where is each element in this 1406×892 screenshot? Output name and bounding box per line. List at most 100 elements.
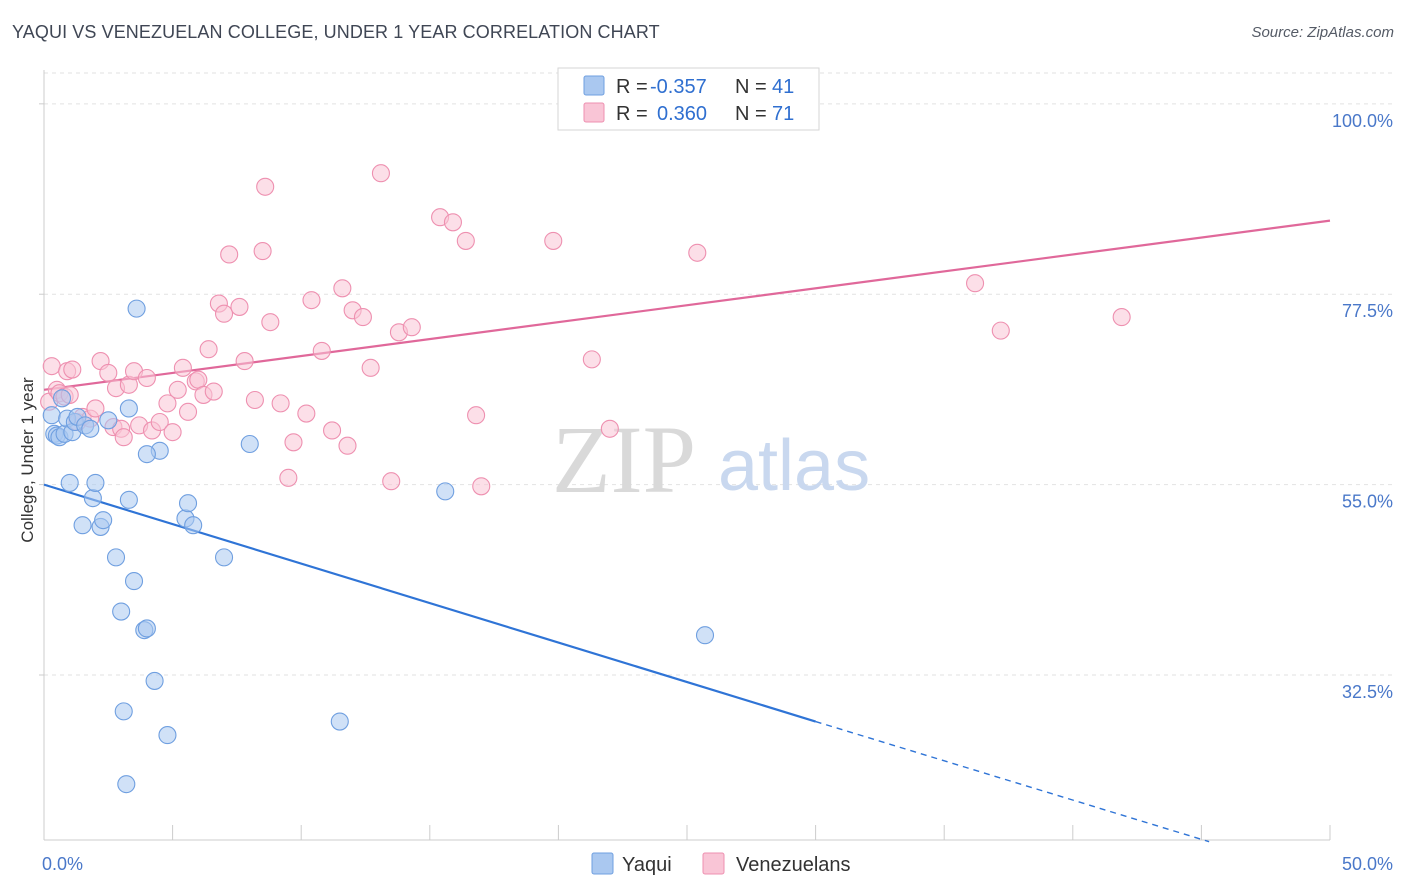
y-tick-label: 55.0% xyxy=(1342,492,1393,512)
venezuelans-point xyxy=(245,390,264,410)
yaqui-point xyxy=(184,516,203,535)
venezuelans-point xyxy=(966,274,985,293)
venezuelans-point xyxy=(688,243,707,262)
venezuelans-point xyxy=(137,368,156,388)
yaqui-point xyxy=(124,572,144,591)
yaqui-point xyxy=(240,434,259,454)
yaqui-point xyxy=(60,473,79,492)
venezuelans-point xyxy=(199,340,218,359)
venezuelans-point xyxy=(302,291,321,310)
yaqui-point xyxy=(214,548,234,567)
yaqui-point xyxy=(114,702,133,721)
venezuelans-point xyxy=(284,433,303,452)
venezuelans-point xyxy=(353,308,372,327)
venezuelans-point xyxy=(178,402,198,421)
venezuelans-point xyxy=(456,231,475,250)
chart-source: Source: ZipAtlas.com xyxy=(1251,24,1394,41)
venezuelans-point xyxy=(333,279,352,298)
yaqui-point xyxy=(158,726,177,745)
yaqui-point xyxy=(99,411,118,430)
venezuelans-point xyxy=(361,358,380,377)
stats-legend: R = -0.357 N = 41 R = 0.360 N = 71 xyxy=(557,67,820,131)
venezuelans-point xyxy=(467,406,486,425)
venezuelans-point xyxy=(1112,308,1131,327)
x-tick-label: 0.0% xyxy=(42,854,83,874)
legend-n-value-venezuelans: 71 xyxy=(772,103,794,125)
bottom-legend-label-yaqui: Yaqui xyxy=(622,854,672,876)
legend-swatch-yaqui xyxy=(583,75,605,96)
bottom-legend-label-venezuelans: Venezuelans xyxy=(736,854,851,876)
venezuelans-point xyxy=(297,404,316,423)
venezuelans-point xyxy=(150,412,169,432)
x-tick-label: 50.0% xyxy=(1342,854,1393,874)
legend-n-label-yaqui: N = xyxy=(735,76,767,98)
gridlines xyxy=(44,72,1392,676)
legend-swatch-venezuelans xyxy=(583,102,605,123)
yaqui-point xyxy=(145,671,164,690)
bottom-legend-swatch-yaqui xyxy=(591,852,614,875)
yaqui-point xyxy=(117,775,136,794)
venezuelans-point xyxy=(582,350,601,369)
trend-line-yaqui xyxy=(43,483,816,723)
yaqui-point xyxy=(137,619,156,638)
venezuelans-point xyxy=(42,357,61,376)
legend-r-label-venezuelans: R = xyxy=(616,103,648,125)
yaqui-point xyxy=(119,399,138,418)
yaqui-point xyxy=(178,494,198,513)
venezuelans-point xyxy=(235,352,254,371)
legend-n-value-yaqui: 41 xyxy=(772,76,794,98)
data-points xyxy=(40,164,1131,794)
chart-title: YAQUI VS VENEZUELAN COLLEGE, UNDER 1 YEA… xyxy=(12,22,660,42)
venezuelans-point xyxy=(261,313,280,332)
legend-r-label-yaqui: R = xyxy=(616,76,648,98)
trend-line-venezuelans xyxy=(43,219,1331,391)
trend-lines xyxy=(43,219,1331,843)
yaqui-point xyxy=(330,712,349,731)
venezuelans-point xyxy=(253,242,272,261)
venezuelans-point xyxy=(99,363,118,382)
y-tick-label: 32.5% xyxy=(1342,682,1393,702)
y-tick-label: 77.5% xyxy=(1342,301,1393,321)
venezuelans-point xyxy=(338,436,357,455)
venezuelans-point xyxy=(472,477,491,496)
venezuelans-point xyxy=(382,472,401,491)
yaqui-point xyxy=(83,489,102,508)
venezuelans-point xyxy=(214,304,234,323)
yaqui-point xyxy=(119,490,138,509)
yaqui-point xyxy=(42,406,61,425)
legend-n-label-venezuelans: N = xyxy=(735,103,767,125)
series-legend: Yaqui Venezuelans xyxy=(591,852,851,876)
venezuelans-point xyxy=(204,382,223,401)
venezuelans-point xyxy=(991,321,1010,340)
venezuelans-point xyxy=(220,245,239,264)
venezuelans-point xyxy=(158,394,177,413)
yaqui-point xyxy=(81,419,100,438)
venezuelans-point xyxy=(544,231,563,250)
axes xyxy=(39,70,1331,841)
venezuelans-point xyxy=(271,394,290,413)
venezuelans-point xyxy=(402,318,421,337)
y-axis-label: College, Under 1 year xyxy=(18,377,37,543)
venezuelans-point xyxy=(279,468,298,487)
venezuelans-point xyxy=(230,297,249,316)
yaqui-point xyxy=(112,602,131,621)
venezuelans-point xyxy=(600,419,619,438)
venezuelans-point xyxy=(323,421,342,440)
yaqui-point xyxy=(127,299,146,318)
yaqui-point xyxy=(73,516,92,535)
legend-r-value-venezuelans: 0.360 xyxy=(657,103,707,125)
venezuelans-point xyxy=(312,341,331,360)
yaqui-point xyxy=(695,626,715,645)
venezuelans-point xyxy=(163,423,182,442)
venezuelans-point xyxy=(173,358,192,377)
venezuelans-point xyxy=(256,177,275,196)
watermark: ZIP atlas xyxy=(552,406,870,513)
yaqui-point xyxy=(52,389,72,408)
venezuelans-point xyxy=(168,380,187,399)
watermark-atlas: atlas xyxy=(718,426,870,506)
trend-line-extension-yaqui xyxy=(815,720,1210,843)
venezuelans-point xyxy=(189,370,208,389)
venezuelans-point xyxy=(114,428,133,447)
yaqui-point xyxy=(137,445,156,464)
